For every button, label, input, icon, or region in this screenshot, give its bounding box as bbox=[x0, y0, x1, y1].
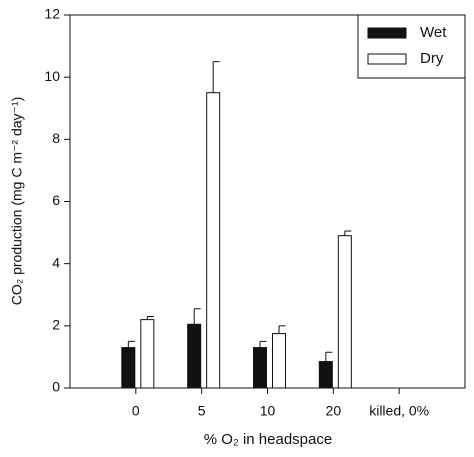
y-tick-label: 10 bbox=[44, 68, 60, 84]
x-tick-label: 20 bbox=[326, 403, 342, 419]
bar bbox=[206, 92, 221, 389]
x-tick-label: 0 bbox=[132, 403, 140, 419]
bar bbox=[318, 361, 333, 389]
legend-box bbox=[357, 14, 466, 79]
y-tick-label: 4 bbox=[52, 254, 60, 270]
bar bbox=[337, 235, 352, 389]
legend-label: Dry bbox=[420, 50, 444, 67]
bar bbox=[121, 347, 136, 389]
x-tick-label: 10 bbox=[260, 403, 276, 419]
bar bbox=[140, 319, 155, 389]
x-tick-label: killed, 0% bbox=[369, 403, 429, 419]
legend-swatch bbox=[367, 27, 407, 39]
legend-label: Wet bbox=[420, 24, 447, 41]
x-axis-label: % O₂ in headspace bbox=[204, 431, 332, 448]
y-axis-label: CO₂ production (mg C m⁻² day⁻¹) bbox=[9, 97, 25, 305]
y-tick-label: 6 bbox=[52, 192, 60, 208]
y-tick-label: 12 bbox=[44, 6, 60, 22]
y-tick-label: 8 bbox=[52, 130, 60, 146]
bar bbox=[187, 323, 202, 389]
legend-swatch bbox=[367, 53, 407, 65]
x-tick-label: 5 bbox=[198, 403, 206, 419]
y-tick-label: 2 bbox=[52, 317, 60, 333]
y-tick-label: 0 bbox=[52, 379, 60, 395]
bar bbox=[253, 347, 267, 389]
bar bbox=[272, 333, 286, 389]
